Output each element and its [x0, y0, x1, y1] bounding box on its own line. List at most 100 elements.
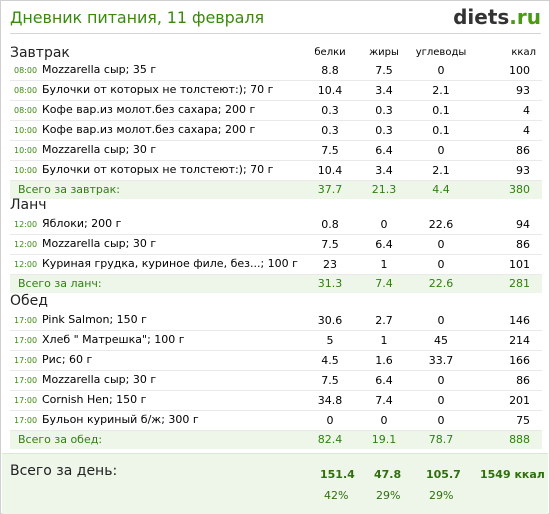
- fat-value: 1: [360, 330, 408, 351]
- time-label: 17:00: [14, 336, 38, 345]
- protein-value: 30.6: [300, 311, 360, 331]
- table-row[interactable]: 10:00 Mozzarella сыр; 30 г 7.5 6.4 0 86: [10, 140, 542, 161]
- day-protein-percent: 42%: [324, 489, 349, 502]
- table-row[interactable]: 17:00 Pink Salmon; 150 г 30.6 2.7 0 146: [10, 311, 543, 331]
- time-label: 17:00: [14, 396, 38, 405]
- protein-value: 0.3: [300, 120, 360, 141]
- food-name[interactable]: Mozzarella сыр; 35 г: [42, 63, 157, 76]
- table-row[interactable]: 12:00 Куриная грудка, куриное филе, без..…: [10, 254, 543, 275]
- protein-value: 7.5: [300, 140, 360, 161]
- protein-value: 0: [300, 410, 360, 431]
- fat-value: 3.4: [360, 80, 408, 101]
- day-total-panel: Всего за день: 151.4 47.8 105.7 1549 кка…: [2, 453, 548, 514]
- table-row[interactable]: 17:00 Бульон куриный б/ж; 300 г 0 0 0 75: [10, 410, 543, 431]
- column-header-row: Завтрак белки жиры углеводы ккал: [10, 45, 542, 61]
- table-row[interactable]: 08:00 Кофе вар.из молот.без сахара; 200 г…: [10, 100, 542, 121]
- kcal-value: 94: [474, 215, 543, 235]
- kcal-value: 93: [474, 160, 542, 181]
- time-label: 17:00: [14, 416, 38, 425]
- carbs-value: 0: [408, 254, 474, 275]
- fat-value: 6.4: [360, 140, 408, 161]
- food-name[interactable]: Pink Salmon; 150 г: [42, 313, 147, 326]
- table-row[interactable]: 12:00 Mozzarella сыр; 30 г 7.5 6.4 0 86: [10, 234, 543, 255]
- kcal-value: 201: [474, 390, 543, 411]
- meal-total-row: Всего за завтрак: 37.7 21.3 4.4 380: [10, 180, 542, 199]
- table-row[interactable]: 08:00 Mozzarella сыр; 35 г 8.8 7.5 0 100: [10, 61, 542, 81]
- time-label: 10:00: [14, 146, 38, 155]
- carbs-value: 0: [408, 311, 474, 331]
- total-protein: 31.3: [300, 274, 360, 293]
- protein-value: 34.8: [300, 390, 360, 411]
- time-label: 17:00: [14, 316, 38, 325]
- fat-value: 3.4: [360, 160, 408, 181]
- time-label: 12:00: [14, 260, 38, 269]
- time-label: 10:00: [14, 166, 38, 175]
- protein-value: 4.5: [300, 350, 360, 371]
- food-name[interactable]: Cornish Hen; 150 г: [42, 393, 147, 406]
- site-logo[interactable]: diets.ru: [453, 5, 541, 29]
- day-fat-percent: 29%: [376, 489, 401, 502]
- time-label: 10:00: [14, 126, 38, 135]
- kcal-value: 214: [474, 330, 543, 351]
- day-total-carbs: 105.7: [426, 468, 461, 481]
- kcal-value: 86: [474, 140, 542, 161]
- carbs-value: 0: [408, 390, 474, 411]
- carbs-value: 33.7: [408, 350, 474, 371]
- time-label: 08:00: [14, 86, 38, 95]
- table-row[interactable]: 17:00 Cornish Hen; 150 г 34.8 7.4 0 201: [10, 390, 543, 411]
- total-fat: 7.4: [360, 274, 408, 293]
- food-name[interactable]: Кофе вар.из молот.без сахара; 200 г: [42, 103, 256, 116]
- total-carbs: 22.6: [408, 274, 474, 293]
- fat-value: 7.4: [360, 390, 408, 411]
- fat-value: 0: [360, 410, 408, 431]
- table-row[interactable]: 17:00 Хлеб " Матрешка"; 100 г 5 1 45 214: [10, 330, 543, 351]
- food-name[interactable]: Яблоки; 200 г: [42, 217, 122, 230]
- kcal-value: 101: [474, 254, 543, 275]
- food-name[interactable]: Кофе вар.из молот.без сахара; 200 г: [42, 123, 256, 136]
- protein-value: 23: [300, 254, 360, 275]
- page-header: Дневник питания, 11 февраля diets.ru: [10, 5, 541, 31]
- table-row[interactable]: 10:00 Булочки от которых не толстеют:); 7…: [10, 160, 542, 181]
- total-kcal: 281: [474, 274, 543, 293]
- day-total-fat: 47.8: [374, 468, 402, 481]
- food-name[interactable]: Куриная грудка, куриное филе, без...; 10…: [42, 257, 298, 270]
- carbs-value: 22.6: [408, 215, 474, 235]
- total-carbs: 4.4: [408, 180, 474, 199]
- carbs-value: 0: [408, 234, 474, 255]
- table-row[interactable]: 12:00 Яблоки; 200 г 0.8 0 22.6 94: [10, 215, 543, 235]
- meal-total-row: Всего за ланч: 31.3 7.4 22.6 281: [10, 274, 543, 293]
- food-name[interactable]: Mozzarella сыр; 30 г: [42, 143, 157, 156]
- protein-value: 10.4: [300, 160, 360, 181]
- carbs-value: 45: [408, 330, 474, 351]
- protein-value: 5: [300, 330, 360, 351]
- carbs-value: 0: [408, 140, 474, 161]
- food-name[interactable]: Рис; 60 г: [42, 353, 93, 366]
- fat-value: 0.3: [360, 100, 408, 121]
- fat-value: 0: [360, 215, 408, 235]
- fat-value: 6.4: [360, 234, 408, 255]
- table-row[interactable]: 17:00 Рис; 60 г 4.5 1.6 33.7 166: [10, 350, 543, 371]
- fat-value: 1: [360, 254, 408, 275]
- food-name[interactable]: Mozzarella сыр; 30 г: [42, 373, 157, 386]
- table-row[interactable]: 10:00 Кофе вар.из молот.без сахара; 200 г…: [10, 120, 542, 141]
- food-name[interactable]: Булочки от которых не толстеют:); 70 г: [42, 83, 274, 96]
- protein-value: 8.8: [300, 61, 360, 81]
- logo-tld: .ru: [509, 5, 541, 29]
- fat-value: 7.5: [360, 61, 408, 81]
- table-row[interactable]: 17:00 Mozzarella сыр; 30 г 7.5 6.4 0 86: [10, 370, 543, 391]
- food-name[interactable]: Mozzarella сыр; 30 г: [42, 237, 157, 250]
- table-row[interactable]: 08:00 Булочки от которых не толстеют:); 7…: [10, 80, 542, 101]
- food-name[interactable]: Булочки от которых не толстеют:); 70 г: [42, 163, 274, 176]
- meal-total-label: Всего за завтрак:: [10, 180, 300, 199]
- logo-text: diets: [453, 5, 510, 29]
- day-total-label: Всего за день:: [10, 463, 118, 479]
- total-kcal: 888: [474, 430, 543, 449]
- protein-value: 0.8: [300, 215, 360, 235]
- food-name[interactable]: Хлеб " Матрешка"; 100 г: [42, 333, 185, 346]
- food-name[interactable]: Бульон куриный б/ж; 300 г: [42, 413, 199, 426]
- total-kcal: 380: [474, 180, 542, 199]
- meal-title-row: Обед: [10, 291, 542, 311]
- protein-value: 10.4: [300, 80, 360, 101]
- day-total-kcal: 1549 ккал: [480, 468, 545, 481]
- column-protein: белки: [314, 47, 346, 58]
